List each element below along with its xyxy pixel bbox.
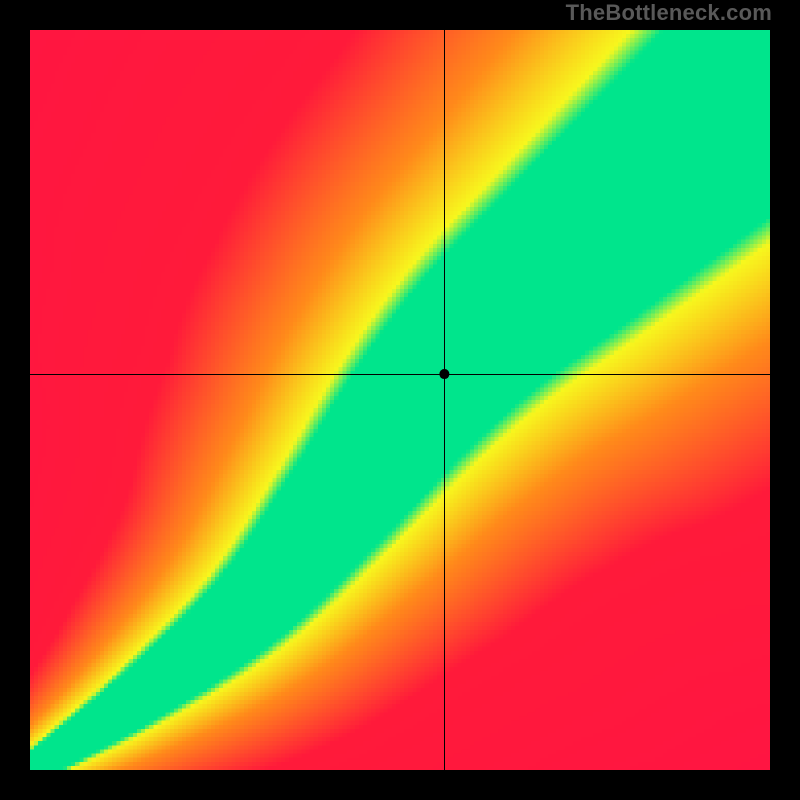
chart-frame: TheBottleneck.com <box>0 0 800 800</box>
source-watermark: TheBottleneck.com <box>566 0 772 26</box>
crosshair-overlay <box>30 30 770 770</box>
